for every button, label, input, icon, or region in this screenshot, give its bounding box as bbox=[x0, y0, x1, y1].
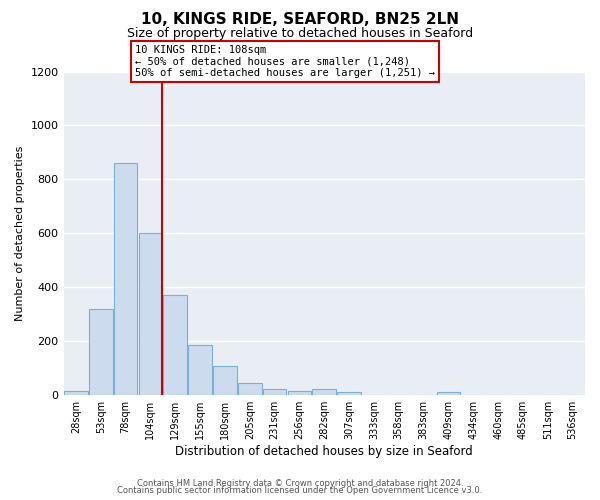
Text: 10, KINGS RIDE, SEAFORD, BN25 2LN: 10, KINGS RIDE, SEAFORD, BN25 2LN bbox=[141, 12, 459, 28]
Bar bbox=[114, 163, 137, 394]
Bar bbox=[287, 390, 311, 394]
Bar bbox=[313, 390, 336, 394]
Bar bbox=[437, 392, 460, 394]
Bar bbox=[188, 345, 212, 395]
Text: Contains HM Land Registry data © Crown copyright and database right 2024.: Contains HM Land Registry data © Crown c… bbox=[137, 478, 463, 488]
Bar bbox=[163, 295, 187, 394]
Text: Contains public sector information licensed under the Open Government Licence v3: Contains public sector information licen… bbox=[118, 486, 482, 495]
Text: Size of property relative to detached houses in Seaford: Size of property relative to detached ho… bbox=[127, 28, 473, 40]
Bar bbox=[64, 390, 88, 394]
Bar bbox=[337, 392, 361, 394]
Y-axis label: Number of detached properties: Number of detached properties bbox=[15, 146, 25, 321]
Bar bbox=[139, 233, 162, 394]
Bar bbox=[213, 366, 237, 394]
Text: 10 KINGS RIDE: 108sqm
← 50% of detached houses are smaller (1,248)
50% of semi-d: 10 KINGS RIDE: 108sqm ← 50% of detached … bbox=[135, 45, 435, 78]
Bar bbox=[89, 308, 113, 394]
X-axis label: Distribution of detached houses by size in Seaford: Distribution of detached houses by size … bbox=[175, 444, 473, 458]
Bar bbox=[238, 382, 262, 394]
Bar bbox=[263, 390, 286, 394]
